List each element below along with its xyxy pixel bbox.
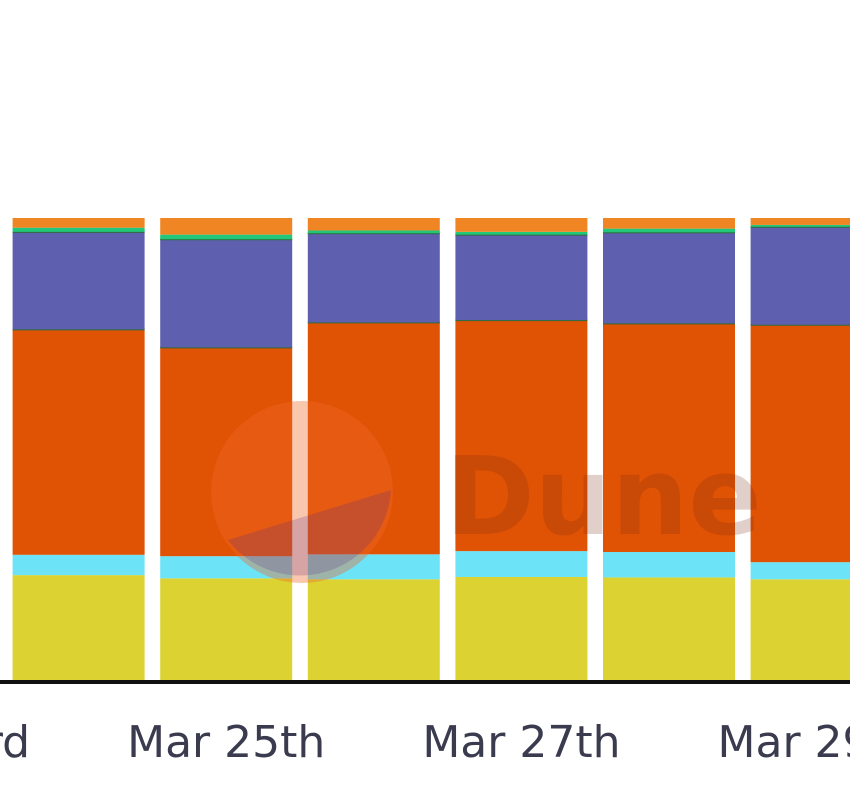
bar-stack — [160, 218, 293, 680]
bar-stack — [603, 218, 735, 680]
bar-segment — [12, 218, 145, 228]
bar-segment — [12, 554, 145, 576]
bar-segment — [750, 224, 850, 227]
bar-segment — [160, 239, 293, 348]
bar-segment — [307, 230, 440, 234]
bar-segment — [160, 234, 293, 240]
dune-watermark: Dune — [211, 401, 762, 583]
bar-segment — [455, 551, 588, 577]
bar-segment — [12, 231, 145, 330]
x-tick-label: Mar 23rd — [0, 717, 30, 768]
bar-segment — [603, 552, 735, 578]
bar-segment — [12, 575, 145, 680]
bar-segment — [307, 218, 440, 231]
bar-stack — [750, 218, 850, 680]
bar-segment — [307, 322, 440, 555]
x-tick-label: Mar 27th — [422, 717, 620, 768]
bar-segment — [750, 226, 850, 325]
bar-segment — [603, 228, 735, 233]
bar-segment — [750, 579, 850, 680]
bar-stack — [455, 218, 588, 680]
bar-segment — [307, 579, 440, 680]
dune-logo-lower-icon — [228, 490, 391, 576]
bar-segment — [12, 227, 145, 232]
x-tick-labels: Mar 23rd Mar 25th Mar 27th Mar 29th — [0, 717, 850, 768]
bar-segment — [160, 556, 293, 579]
bar-segment — [160, 578, 293, 680]
x-tick-label: Mar 25th — [127, 717, 325, 768]
bar-segment — [603, 218, 735, 229]
x-tick-label: Mar 29th — [718, 717, 850, 768]
bar-segment — [455, 231, 588, 235]
bar-segment — [160, 218, 293, 235]
bar-segment — [750, 562, 850, 580]
bar-segment — [307, 233, 440, 323]
bar-segment — [750, 218, 850, 225]
watermark-text: Dune — [445, 435, 762, 560]
bar-stack — [307, 218, 440, 680]
bar-segment — [455, 218, 588, 232]
bar-segment — [455, 576, 588, 680]
bar-segment — [603, 577, 735, 680]
dune-logo-icon — [211, 401, 393, 583]
bar-segment — [307, 554, 440, 580]
bar-segment — [750, 324, 850, 563]
bar-segment — [603, 232, 735, 324]
bar-segment — [455, 234, 588, 321]
bar-segment — [160, 347, 293, 557]
bars-layer — [12, 218, 850, 680]
bar-segment — [12, 329, 145, 555]
bar-segment — [603, 323, 735, 553]
bar-stack — [12, 218, 145, 680]
bar-segment — [455, 320, 588, 552]
